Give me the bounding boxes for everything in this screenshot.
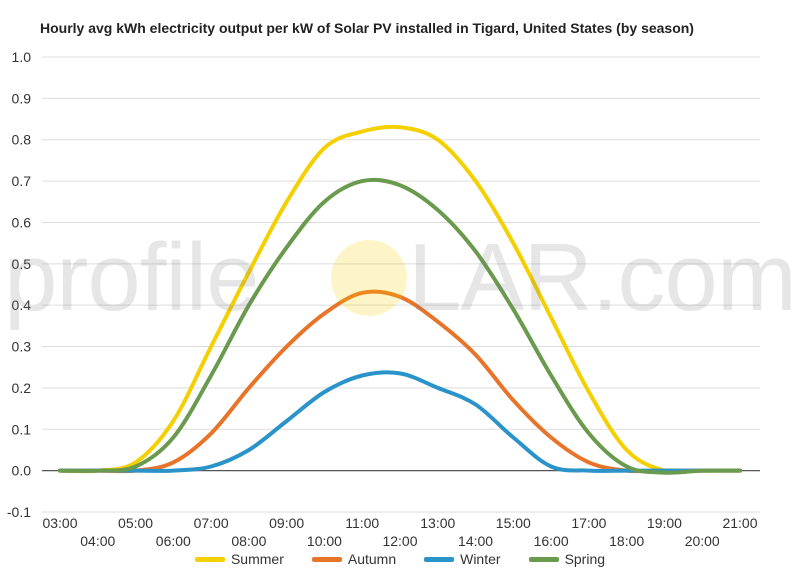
legend-swatch-summer (194, 556, 225, 562)
x-tick-label: 04:00 (80, 533, 115, 549)
legend-item-spring: Spring (528, 550, 606, 568)
y-tick-label: 0.2 (12, 380, 32, 396)
legend-label-autumn: Autumn (347, 551, 397, 567)
y-tick-label: 0.8 (12, 132, 32, 148)
x-axis-tick-labels: 03:0004:0005:0006:0007:0008:0009:0010:00… (42, 515, 757, 549)
chart-title: Hourly avg kWh electricity output per kW… (40, 20, 694, 36)
y-axis-tick-labels: -0.1 0.0 0.1 0.2 0.3 0.4 0.5 0.6 0.7 0.8 0.9 1.0 (7, 49, 31, 520)
legend-label-winter: Winter (460, 551, 501, 567)
x-tick-label: 05:00 (118, 515, 153, 531)
y-tick-label: 0.3 (12, 339, 32, 355)
x-tick-label: 21:00 (722, 515, 757, 531)
series-lines (58, 124, 742, 475)
x-tick-label: 17:00 (571, 515, 606, 531)
x-tick-label: 14:00 (458, 533, 493, 549)
x-tick-label: 20:00 (685, 533, 720, 549)
x-tick-label: 18:00 (609, 533, 644, 549)
y-tick-label: 0.1 (12, 421, 32, 437)
y-tick-label: 0.7 (12, 173, 32, 189)
x-tick-label: 07:00 (194, 515, 229, 531)
legend-label-summer: Summer (230, 551, 284, 567)
series-line-autumn (58, 289, 742, 474)
y-tick-label: 1.0 (12, 49, 32, 65)
x-tick-label: 09:00 (269, 515, 304, 531)
x-tick-label: 06:00 (156, 533, 191, 549)
legend-swatch-spring (528, 556, 559, 562)
x-tick-label: 03:00 (42, 515, 77, 531)
gridlines (42, 56, 760, 513)
legend-item-autumn: Autumn (311, 550, 397, 568)
y-tick-label: 0.0 (12, 463, 32, 479)
series-line-winter (58, 370, 742, 473)
legend: Summer Autumn Winter Spring (0, 550, 800, 568)
y-tick-label: -0.1 (7, 504, 31, 520)
legend-item-summer: Summer (194, 550, 284, 568)
series-line-summer (58, 124, 742, 475)
x-tick-label: 19:00 (647, 515, 682, 531)
series-line-spring (58, 177, 742, 475)
x-tick-label: 15:00 (496, 515, 531, 531)
y-tick-label: 0.5 (12, 256, 32, 272)
x-tick-label: 12:00 (382, 533, 417, 549)
legend-swatch-autumn (311, 556, 342, 562)
x-tick-label: 10:00 (307, 533, 342, 549)
x-tick-label: 08:00 (231, 533, 266, 549)
x-tick-label: 16:00 (534, 533, 569, 549)
legend-item-winter: Winter (424, 550, 501, 568)
y-tick-label: 0.4 (12, 297, 32, 313)
legend-swatch-winter (424, 556, 455, 562)
y-tick-label: 0.6 (12, 214, 32, 230)
x-tick-label: 13:00 (420, 515, 455, 531)
legend-label-spring: Spring (564, 551, 606, 567)
x-tick-label: 11:00 (345, 515, 379, 531)
y-tick-label: 0.9 (12, 90, 32, 106)
